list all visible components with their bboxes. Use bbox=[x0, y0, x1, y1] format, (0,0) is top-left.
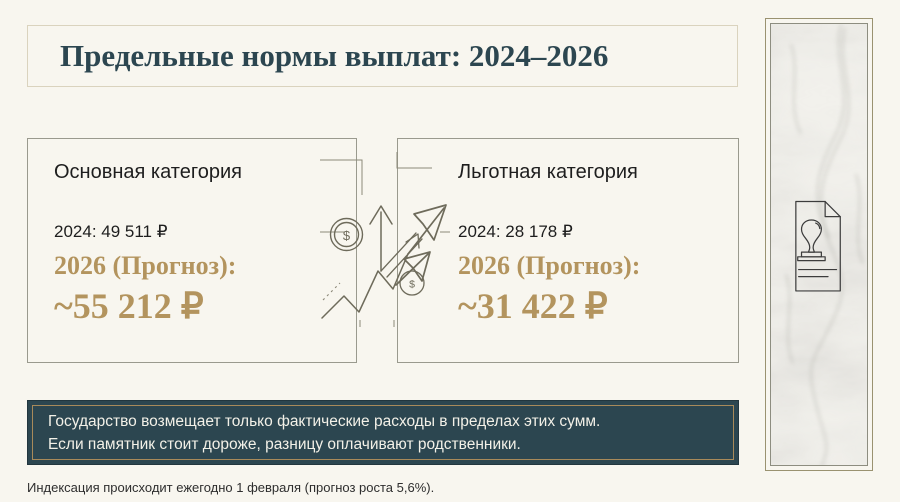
svg-text:$: $ bbox=[409, 279, 415, 291]
svg-text:$: $ bbox=[343, 228, 351, 243]
